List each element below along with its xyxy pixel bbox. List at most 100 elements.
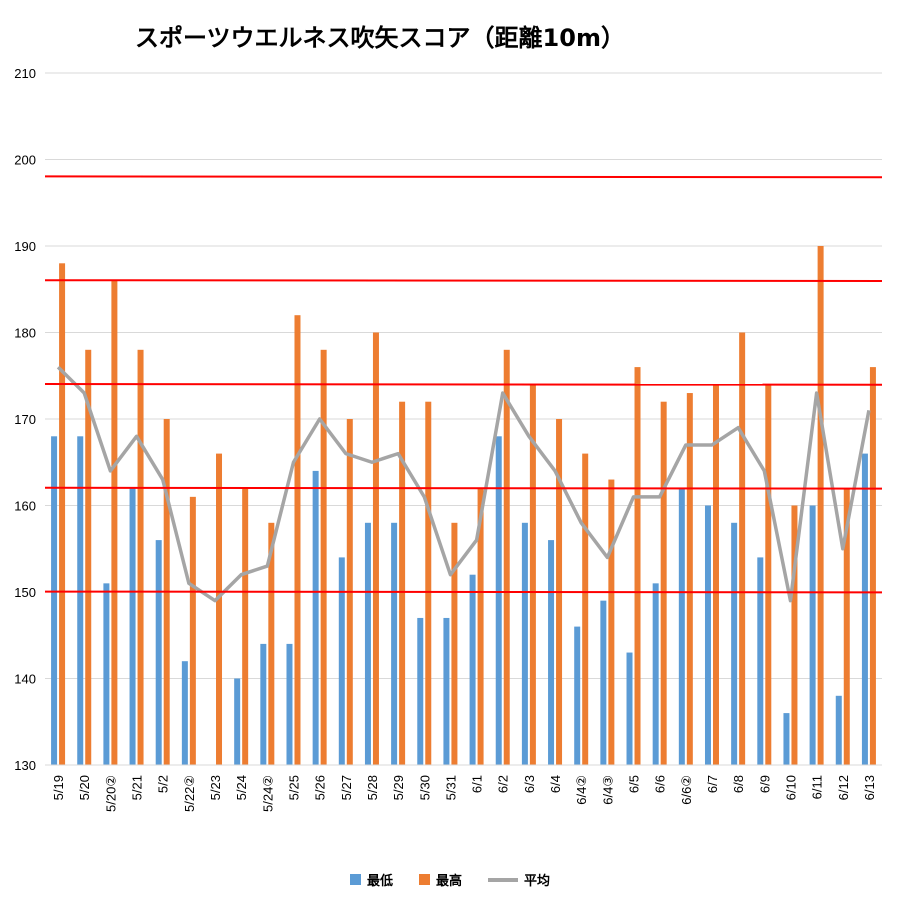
- bar-min: [286, 643, 293, 765]
- x-tick-label: 5/27: [339, 775, 354, 800]
- bar-max: [320, 349, 327, 765]
- bar-max: [268, 522, 275, 765]
- x-tick-label: 5/2: [156, 775, 171, 793]
- x-tick-label: 6/9: [757, 775, 772, 793]
- bar-min: [391, 522, 398, 765]
- reference-line: [44, 279, 883, 282]
- x-tick-label: 6/3: [522, 775, 537, 793]
- bar-min: [181, 661, 188, 765]
- bar-max: [869, 367, 876, 765]
- bar-max: [216, 453, 223, 765]
- legend: 最低 最高 平均: [0, 870, 900, 889]
- x-tick-label: 5/31: [443, 775, 458, 800]
- y-tick-label: 150: [14, 585, 36, 600]
- bar-min: [626, 652, 633, 765]
- x-tick-label: 5/30: [417, 775, 432, 800]
- bar-max: [843, 488, 850, 765]
- bar-min: [312, 470, 319, 765]
- x-tick-label: 6/13: [862, 775, 877, 800]
- y-tick-label: 160: [14, 499, 36, 514]
- x-tick-label: 6/10: [783, 775, 798, 800]
- x-tick-label: 5/24: [234, 775, 249, 800]
- legend-swatch-max: [418, 874, 430, 885]
- bar-min: [338, 557, 345, 765]
- bar-min: [574, 626, 581, 765]
- bar-max: [686, 393, 693, 765]
- legend-item-max: 最高: [418, 870, 462, 889]
- bar-min: [495, 436, 502, 765]
- legend-swatch-avg: [488, 877, 518, 882]
- bar-min: [600, 600, 607, 765]
- bar-max: [634, 367, 641, 765]
- bar-max: [59, 263, 66, 765]
- bar-min: [678, 488, 685, 765]
- bar-max: [372, 332, 379, 765]
- bar-max: [608, 479, 615, 765]
- x-tick-label: 6/8: [731, 775, 746, 793]
- bar-min: [234, 678, 241, 765]
- y-tick-label: 180: [14, 326, 36, 341]
- bar-max: [739, 332, 746, 765]
- series-line-avg: [56, 365, 871, 603]
- bar-max: [189, 496, 196, 765]
- reference-line: [44, 590, 883, 594]
- bar-min: [809, 505, 816, 765]
- x-tick-label: 5/23: [208, 775, 223, 800]
- y-tick-label: 210: [14, 66, 36, 81]
- x-tick-label: 6/1: [470, 775, 485, 793]
- bar-max: [451, 522, 458, 765]
- reference-line: [44, 486, 883, 490]
- x-tick-label: 5/26: [313, 775, 328, 800]
- bar-min: [103, 583, 110, 765]
- bar-min: [783, 713, 790, 765]
- x-tick-label: 6/6②: [679, 775, 694, 805]
- bar-min: [757, 557, 764, 765]
- bar-max: [294, 315, 301, 765]
- bar-max: [712, 384, 719, 765]
- x-tick-label: 6/4②: [574, 775, 589, 805]
- bar-max: [399, 401, 406, 765]
- x-tick-label: 5/29: [391, 775, 406, 800]
- bar-max: [85, 349, 92, 765]
- legend-label-max: 最高: [435, 874, 462, 889]
- x-tick-label: 6/4③: [600, 775, 615, 805]
- y-tick-label: 170: [14, 412, 36, 427]
- bar-min: [417, 617, 424, 765]
- bar-max: [765, 384, 772, 765]
- bar-min: [704, 505, 711, 765]
- bar-min: [861, 453, 868, 765]
- bar-min: [364, 522, 371, 765]
- x-tick-label: 6/12: [836, 775, 851, 800]
- bar-min: [652, 583, 659, 765]
- bar-min: [443, 617, 450, 765]
- bar-max: [503, 349, 510, 765]
- bar-min: [260, 643, 267, 765]
- legend-item-min: 最低: [349, 870, 393, 889]
- x-tick-label: 5/28: [365, 775, 380, 800]
- x-tick-label: 5/22②: [182, 775, 197, 812]
- bar-min: [155, 540, 162, 765]
- bar-min: [129, 488, 136, 765]
- bar-min: [469, 574, 476, 765]
- bar-max: [111, 280, 118, 765]
- x-tick-label: 5/19: [51, 775, 66, 800]
- reference-line: [44, 383, 883, 386]
- y-tick-label: 130: [14, 758, 36, 773]
- bar-min: [51, 436, 58, 765]
- bar-max: [477, 488, 484, 765]
- chart-title: スポーツウエルネス吹矢スコア（距離10m）: [135, 24, 625, 52]
- bar-max: [660, 401, 667, 765]
- bar-max: [582, 453, 589, 765]
- bar-max: [242, 488, 249, 765]
- x-tick-label: 6/7: [705, 775, 720, 793]
- bar-min: [77, 436, 84, 765]
- bar-max: [425, 401, 432, 765]
- x-tick-label: 5/20: [77, 775, 92, 800]
- x-tick-label: 5/24②: [260, 775, 275, 812]
- reference-line: [44, 175, 883, 179]
- bar-min: [835, 695, 842, 765]
- y-tick-label: 190: [14, 239, 36, 254]
- x-tick-label: 6/2: [496, 775, 511, 793]
- bar-max: [529, 384, 536, 765]
- y-tick-label: 140: [14, 672, 36, 687]
